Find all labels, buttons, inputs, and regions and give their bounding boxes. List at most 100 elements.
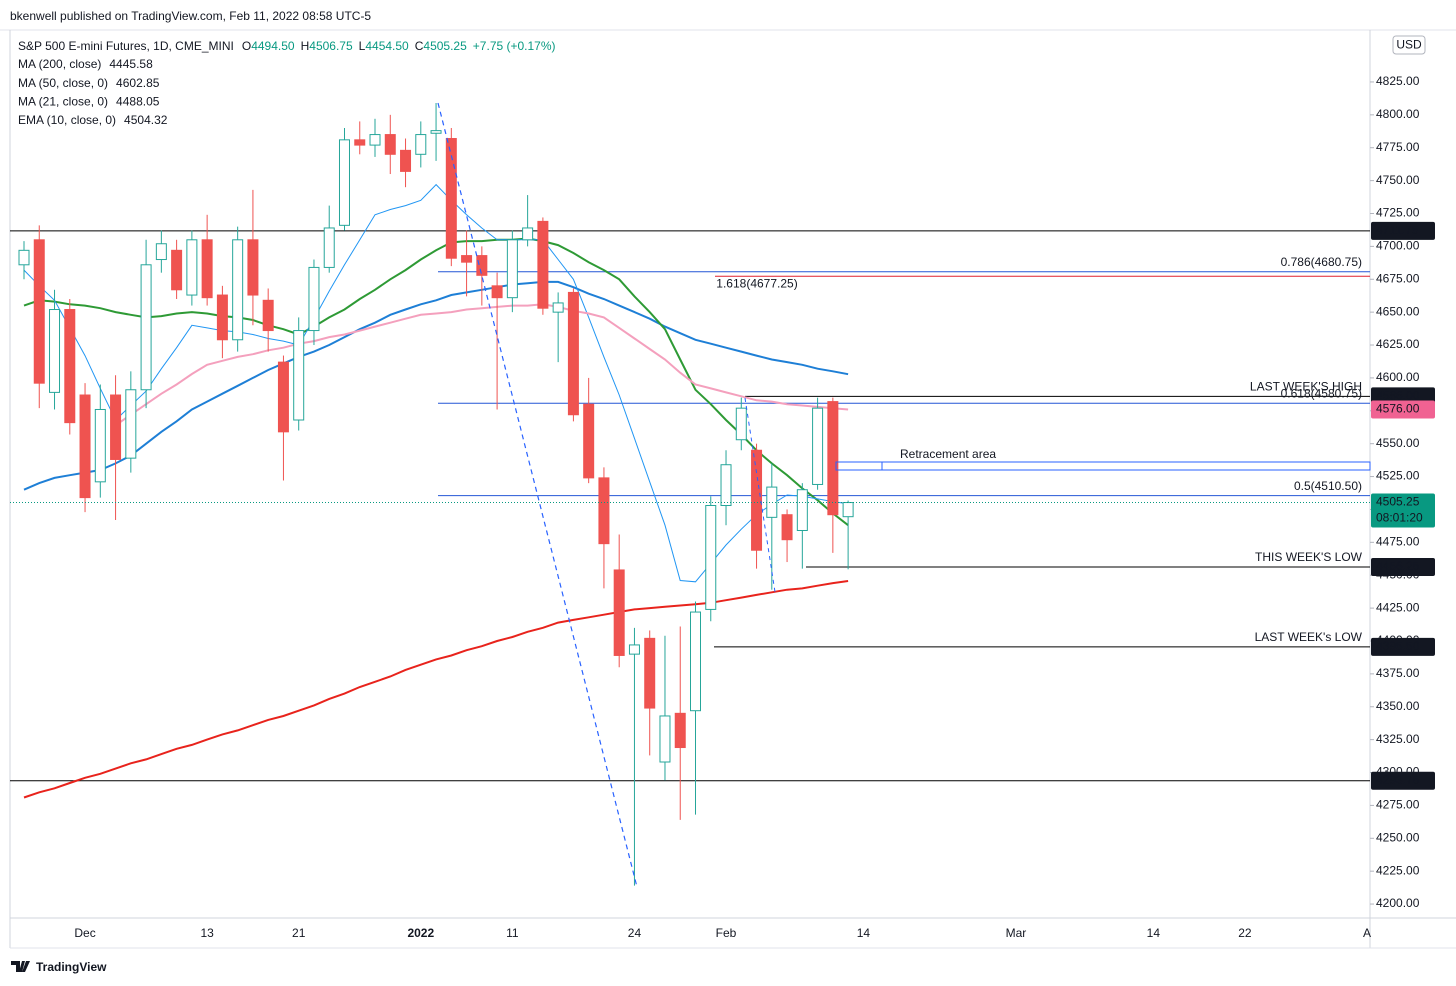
y-tick-label: 4700.00 xyxy=(1376,239,1420,253)
x-tick-label: 11 xyxy=(506,926,519,940)
candle-body xyxy=(384,134,396,155)
candle-body xyxy=(552,302,564,313)
ohlc-value: 4506.75 xyxy=(309,39,353,53)
y-tick-label: 4625.00 xyxy=(1376,337,1420,351)
candle-body xyxy=(491,285,503,299)
candle-body xyxy=(674,712,686,749)
y-tick-label: 4325.00 xyxy=(1376,732,1420,746)
candle-body xyxy=(323,227,335,268)
candle-body xyxy=(247,239,259,296)
candle-body xyxy=(400,149,412,172)
ohlc-key: O xyxy=(242,39,251,53)
candle-body xyxy=(155,243,167,261)
y-tick-label: 4525.00 xyxy=(1376,469,1420,483)
y-tick-label: 4800.00 xyxy=(1376,107,1420,121)
candle-body xyxy=(705,505,717,610)
indicator-line xyxy=(23,280,849,491)
price-tag xyxy=(1371,637,1435,656)
y-tick-label: 4425.00 xyxy=(1376,600,1420,614)
x-tick-label: 2022 xyxy=(407,926,434,940)
x-tick-label: Mar xyxy=(1006,926,1027,940)
currency-box xyxy=(1392,35,1426,55)
y-tick-label: 4375.00 xyxy=(1376,666,1420,680)
candle-body xyxy=(308,266,320,332)
price-tag-label: 4711.75 xyxy=(1376,223,1419,237)
y-tick-label: 4600.00 xyxy=(1376,370,1420,384)
candle-body xyxy=(613,569,625,656)
candle-body xyxy=(506,239,518,299)
candle-body xyxy=(628,644,640,655)
candle-body xyxy=(781,514,793,541)
candle-body xyxy=(49,309,61,393)
candle-body xyxy=(171,249,183,291)
brand: TradingView xyxy=(36,960,107,974)
candle-body xyxy=(262,299,274,332)
level-label: 0.5(4510.50) xyxy=(1294,479,1362,493)
legend-name: MA (200, close) xyxy=(18,57,101,71)
y-tick-label: 4675.00 xyxy=(1376,271,1420,285)
y-tick-label: 4650.00 xyxy=(1376,304,1420,318)
y-tick-label: 4275.00 xyxy=(1376,798,1420,812)
candle-body xyxy=(415,134,427,155)
candle-body xyxy=(110,394,122,460)
y-tick-label: 4225.00 xyxy=(1376,863,1420,877)
logo-mark xyxy=(11,961,30,972)
candle-body xyxy=(354,139,366,146)
candle-body xyxy=(186,239,198,296)
candle-body xyxy=(567,291,579,416)
indicator-line xyxy=(23,580,849,799)
ohlc-key: L xyxy=(359,39,366,53)
candle-body xyxy=(476,255,488,276)
y-tick-label: 4475.00 xyxy=(1376,535,1420,549)
tradingview-logo: TradingView xyxy=(11,960,107,974)
price-tag-label: 4293.75 xyxy=(1376,773,1420,787)
level-label: 0.618(4580.75) xyxy=(1281,386,1362,400)
publish-note: bkenwell published on TradingView.com, F… xyxy=(10,9,371,23)
candle-body xyxy=(659,715,671,763)
candle-body xyxy=(537,220,549,309)
retracement-box xyxy=(835,461,1371,471)
x-tick-label: 21 xyxy=(292,926,306,940)
fib-trend-line xyxy=(744,397,776,593)
legend-name: MA (50, close, 0) xyxy=(18,76,108,90)
level-label: LAST WEEK'S HIGH xyxy=(1250,379,1362,393)
candle-body xyxy=(64,309,76,424)
candle-body xyxy=(79,394,91,499)
current-price-tag xyxy=(1371,493,1435,528)
candle-body xyxy=(125,389,137,459)
candle-body xyxy=(720,464,732,507)
x-tick-label: 14 xyxy=(1147,926,1161,940)
y-tick-label: 4350.00 xyxy=(1376,699,1420,713)
change: +7.75 (+0.17%) xyxy=(473,39,556,53)
x-tick-label: Feb xyxy=(716,926,737,940)
candle-body xyxy=(690,611,701,712)
candle-body xyxy=(842,502,854,518)
y-tick-label: 4775.00 xyxy=(1376,140,1420,154)
legend-value: 4504.32 xyxy=(124,113,168,127)
countdown: 08:01:20 xyxy=(1376,511,1423,525)
price-tag-label: 4395.50 xyxy=(1376,639,1420,653)
current-price: 4505.25 xyxy=(1376,495,1420,509)
legend-name: EMA (10, close, 0) xyxy=(18,113,116,127)
instrument-title: S&P 500 E-mini Futures, 1D, CME_MINI xyxy=(18,39,234,53)
y-tick-label: 4550.00 xyxy=(1376,436,1420,450)
candle-body xyxy=(827,401,839,516)
currency: USD xyxy=(1396,38,1422,52)
candle-body xyxy=(583,403,595,479)
candle-body xyxy=(18,249,30,266)
ohlc-value: 4454.50 xyxy=(365,39,409,53)
price-tag-label: 4586.00 xyxy=(1376,388,1420,402)
candle-body xyxy=(338,139,350,226)
y-tick-label: 4725.00 xyxy=(1376,206,1420,220)
candle-body xyxy=(201,239,213,299)
candle-body xyxy=(644,637,656,709)
price-tag-label: 4576.00 xyxy=(1376,402,1420,416)
legend-name: MA (21, close, 0) xyxy=(18,94,108,108)
y-tick-label: 4825.00 xyxy=(1376,74,1420,88)
retracement-label: Retracement area xyxy=(900,447,996,461)
candle-body xyxy=(33,239,45,384)
candle-body xyxy=(216,294,228,341)
y-tick-label: 4750.00 xyxy=(1376,173,1420,187)
candle-body xyxy=(796,489,808,531)
price-tag-label: 4456.25 xyxy=(1376,559,1420,573)
